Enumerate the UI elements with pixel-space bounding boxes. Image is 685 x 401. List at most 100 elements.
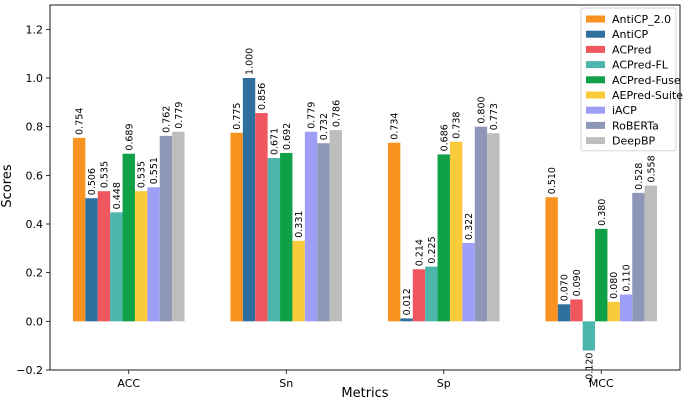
data-label-aepred-suite-sp: 0.738 bbox=[452, 112, 463, 139]
bar-anticp-2-0-sp bbox=[387, 142, 401, 322]
data-label-deepbp-mcc: 0.558 bbox=[646, 155, 657, 182]
bar-acpred-fl-sp bbox=[425, 266, 438, 322]
data-labels-layer: 0.754 0.775 0.734 0.510 0.506 1.000 0.012 0.070… bbox=[75, 48, 658, 383]
bar-deepbp-acc bbox=[172, 131, 185, 322]
legend-label-anticp: AntiCP bbox=[612, 28, 649, 41]
data-label-roberta-sp: 0.800 bbox=[476, 96, 487, 123]
data-label-anticp-2-0-sp: 0.734 bbox=[390, 113, 401, 140]
bars-layer bbox=[72, 78, 658, 351]
bar-acpred-fl-acc bbox=[110, 212, 123, 322]
data-label-acpred-fuse-mcc: 0.380 bbox=[597, 199, 608, 226]
bar-aepred-suite-sp bbox=[449, 141, 463, 322]
legend-label-aepred-suite: AEPred-Suite bbox=[612, 89, 683, 102]
data-label-anticp-sp: 0.012 bbox=[402, 288, 413, 315]
data-label-iacp-sn: 0.779 bbox=[307, 102, 318, 129]
bar-iacp-sn bbox=[304, 131, 318, 322]
legend-swatch-anticp-2-0 bbox=[586, 15, 605, 23]
legend-swatch-acpred-fl bbox=[586, 61, 605, 69]
data-label-aepred-suite-acc: 0.535 bbox=[137, 161, 148, 188]
bar-roberta-mcc bbox=[632, 192, 645, 322]
legend-label-acpred: ACPred bbox=[612, 43, 651, 56]
data-label-anticp-sn: 1.000 bbox=[245, 48, 256, 75]
data-label-acpred-fuse-sn: 0.692 bbox=[282, 123, 293, 150]
y-tick-label: 1.0 bbox=[26, 72, 44, 85]
bar-acpred-fuse-sn bbox=[280, 152, 293, 322]
data-label-anticp-2-0-acc: 0.754 bbox=[75, 108, 86, 135]
data-label-acpred-fl-sp: 0.225 bbox=[427, 236, 438, 263]
bar-anticp-mcc bbox=[557, 304, 571, 322]
bar-acpred-sn bbox=[255, 113, 268, 322]
data-label-aepred-suite-mcc: 0.080 bbox=[609, 272, 620, 299]
legend-swatch-acpred-fuse bbox=[586, 76, 605, 84]
y-tick-label: −0.2 bbox=[16, 364, 43, 377]
x-tick-label-acc: ACC bbox=[117, 377, 140, 390]
y-tick-label: 0.6 bbox=[26, 169, 44, 182]
data-label-anticp-mcc: 0.070 bbox=[560, 274, 571, 301]
bar-acpred-fuse-sp bbox=[437, 154, 450, 322]
legend-label-anticp-2-0: AntiCP_2.0 bbox=[612, 13, 671, 26]
legend-swatch-aepred-suite bbox=[586, 91, 605, 99]
legend-label-acpred-fuse: ACPred-Fuse bbox=[612, 74, 681, 87]
data-label-acpred-fuse-acc: 0.689 bbox=[124, 123, 135, 150]
bar-roberta-acc bbox=[159, 135, 173, 322]
data-label-iacp-mcc: 0.110 bbox=[622, 264, 633, 291]
y-axis: −0.2 0.0 0.2 0.4 0.6 0.8 1.0 1.2 bbox=[16, 23, 50, 377]
legend-swatch-iacp bbox=[586, 106, 605, 114]
data-label-deepbp-acc: 0.779 bbox=[174, 102, 185, 129]
legend-swatch-anticp bbox=[586, 30, 605, 38]
data-label-anticp-2-0-sn: 0.775 bbox=[232, 103, 243, 130]
bar-anticp-2-0-acc bbox=[72, 137, 86, 322]
data-label-deepbp-sp: 0.773 bbox=[489, 103, 500, 130]
bar-deepbp-mcc bbox=[644, 185, 658, 322]
bar-acpred-acc bbox=[97, 191, 111, 322]
x-axis-label: Metrics bbox=[341, 386, 388, 401]
bar-aepred-suite-sn bbox=[292, 240, 305, 322]
data-label-acpred-fuse-sp: 0.686 bbox=[439, 124, 450, 151]
bar-roberta-sn bbox=[317, 143, 330, 322]
bar-iacp-acc bbox=[147, 187, 160, 322]
data-label-acpred-sn: 0.856 bbox=[257, 83, 268, 110]
bar-acpred-fl-sn bbox=[267, 158, 281, 322]
x-tick-label-sn: Sn bbox=[279, 377, 293, 390]
data-label-acpred-fl-sn: 0.671 bbox=[269, 128, 280, 155]
data-label-roberta-mcc: 0.528 bbox=[634, 163, 645, 190]
plot-frame bbox=[49, 4, 681, 371]
bar-aepred-suite-acc bbox=[134, 191, 148, 322]
bar-anticp-sp bbox=[400, 318, 413, 322]
bar-anticp-acc bbox=[85, 198, 98, 322]
bar-roberta-sp bbox=[474, 126, 488, 322]
legend-swatch-acpred bbox=[586, 45, 605, 53]
legend-box bbox=[580, 7, 677, 152]
y-axis-label: Scores bbox=[0, 164, 15, 207]
bar-iacp-sp bbox=[462, 242, 475, 322]
y-tick-label: 1.2 bbox=[26, 23, 44, 36]
legend-label-deepbp: DeepBP bbox=[612, 135, 656, 148]
bar-deepbp-sn bbox=[329, 130, 343, 322]
x-axis: ACC Sn Sp MCC bbox=[117, 370, 614, 390]
y-tick-label: 0.4 bbox=[26, 218, 44, 231]
bar-anticp-2-0-mcc bbox=[545, 197, 558, 322]
data-label-iacp-sp: 0.322 bbox=[464, 213, 475, 240]
y-tick-label: 0.8 bbox=[26, 121, 44, 134]
data-label-deepbp-sn: 0.786 bbox=[331, 100, 342, 127]
legend-swatch-roberta bbox=[586, 121, 605, 129]
bar-aepred-suite-mcc bbox=[607, 301, 620, 322]
data-label-acpred-fl-mcc: -0.120 bbox=[584, 353, 595, 384]
bar-acpred-fuse-mcc bbox=[595, 228, 608, 322]
legend-label-acpred-fl: ACPred-FL bbox=[612, 59, 669, 72]
data-label-iacp-acc: 0.551 bbox=[149, 157, 160, 184]
legend: AntiCP_2.0 AntiCP ACPred ACPred-FL ACPred-Fu… bbox=[580, 7, 683, 152]
x-tick-label-sp: Sp bbox=[437, 377, 451, 390]
legend-label-iacp: iACP bbox=[612, 104, 637, 117]
data-label-anticp-acc: 0.506 bbox=[87, 168, 98, 195]
plot-border bbox=[49, 4, 681, 371]
bar-acpred-sp bbox=[412, 269, 426, 322]
data-label-roberta-sn: 0.732 bbox=[319, 113, 330, 140]
legend-swatch-deepbp bbox=[586, 137, 605, 145]
bar-acpred-mcc bbox=[570, 299, 583, 322]
data-label-acpred-fl-acc: 0.448 bbox=[112, 182, 123, 209]
bar-acpred-fl-mcc bbox=[582, 321, 596, 351]
y-tick-label: 0.0 bbox=[26, 315, 44, 328]
bar-iacp-mcc bbox=[619, 294, 633, 322]
